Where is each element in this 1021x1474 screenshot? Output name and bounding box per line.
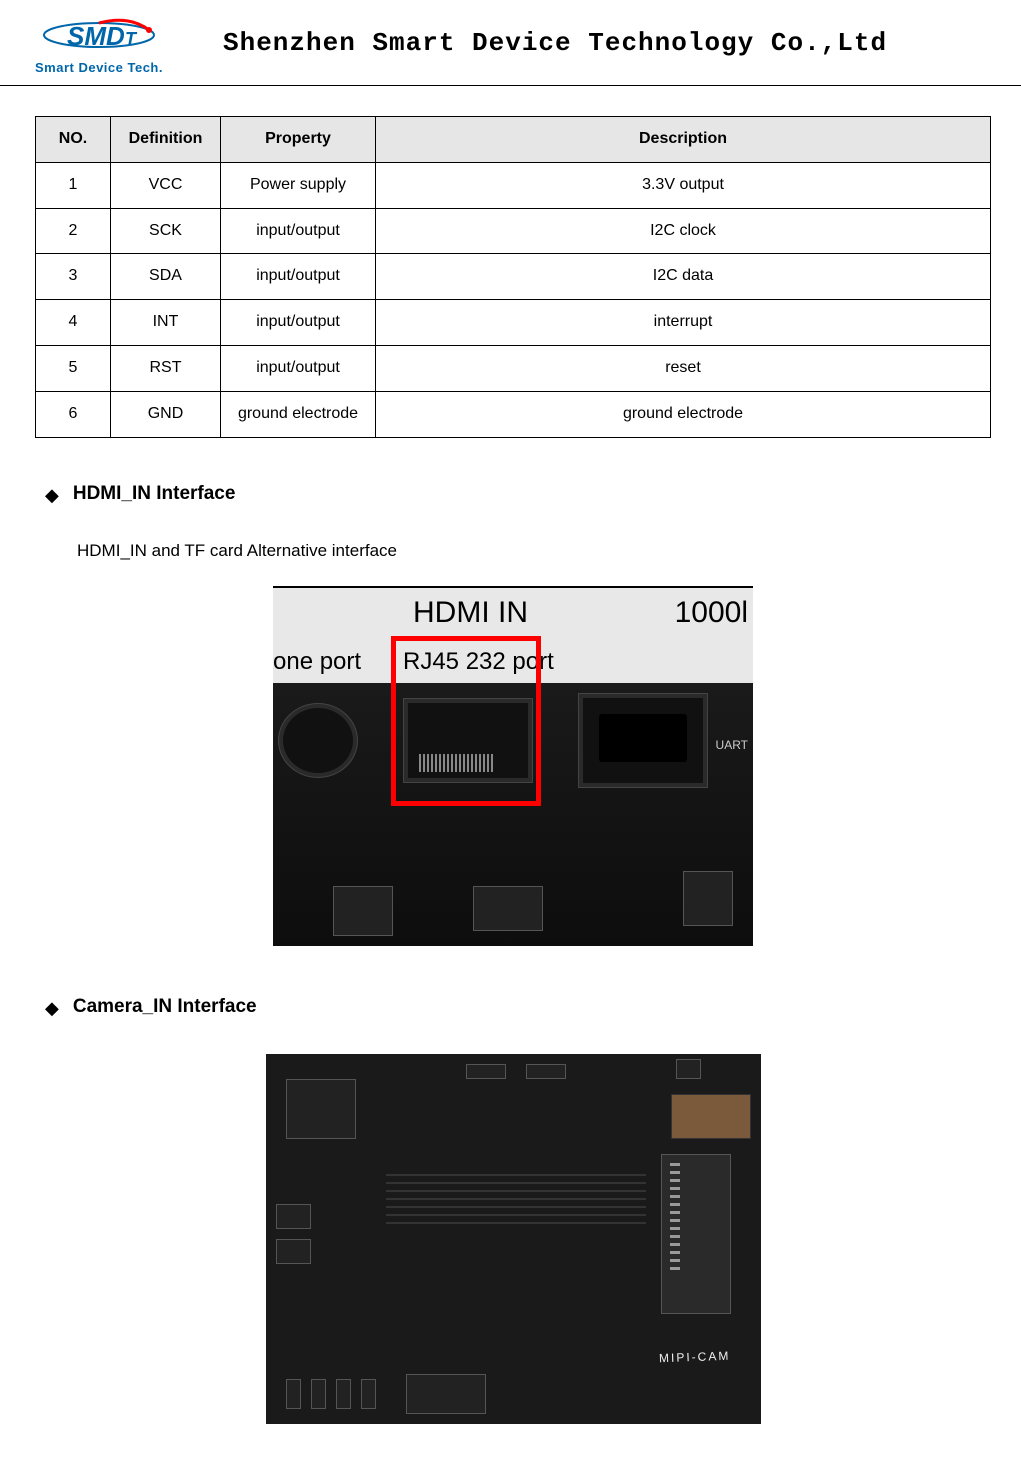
cell-def: SCK — [111, 208, 221, 254]
cell-desc: ground electrode — [376, 391, 991, 437]
table-row: 5 RST input/output reset — [36, 345, 991, 391]
chip — [286, 1079, 356, 1139]
logo-icon: SMD T — [39, 10, 159, 60]
svg-text:SMD: SMD — [67, 21, 125, 51]
hdmi-figure-canvas: HDMI IN 1000l one port RJ45 232 port — [273, 588, 753, 946]
cell-def: INT — [111, 300, 221, 346]
cell-desc: interrupt — [376, 300, 991, 346]
camera-figure: MIPI-CAM — [266, 1054, 761, 1424]
col-header-property: Property — [221, 117, 376, 163]
hdmi-figure: HDMI IN 1000l one port RJ45 232 port — [273, 586, 753, 946]
hdmi-subtext: HDMI_IN and TF card Alternative interfac… — [77, 541, 991, 561]
cell-no: 4 — [36, 300, 111, 346]
label-uart: UART — [716, 738, 748, 752]
table-row: 4 INT input/output interrupt — [36, 300, 991, 346]
logo: SMD T Smart Device Tech. — [35, 10, 163, 75]
cell-prop: input/output — [221, 300, 376, 346]
label-right-num: 1000l — [675, 596, 748, 630]
hdmi-highlight-box — [391, 636, 541, 806]
company-title: Shenzhen Smart Device Technology Co.,Ltd — [223, 28, 887, 58]
camera-figure-canvas: MIPI-CAM — [266, 1054, 761, 1424]
bullet-icon: ◆ — [45, 485, 59, 506]
camera-title: Camera_IN Interface — [73, 996, 257, 1018]
cell-prop: ground electrode — [221, 391, 376, 437]
table-header-row: NO. Definition Property Description — [36, 117, 991, 163]
cell-no: 6 — [36, 391, 111, 437]
cell-prop: input/output — [221, 208, 376, 254]
cell-prop: input/output — [221, 254, 376, 300]
page-header: SMD T Smart Device Tech. Shenzhen Smart … — [0, 0, 1021, 86]
svg-text:T: T — [125, 29, 138, 49]
chip — [526, 1064, 566, 1079]
cell-desc: 3.3V output — [376, 162, 991, 208]
col-header-description: Description — [376, 117, 991, 163]
cell-desc: I2C data — [376, 254, 991, 300]
table-row: 1 VCC Power supply 3.3V output — [36, 162, 991, 208]
table-row: 2 SCK input/output I2C clock — [36, 208, 991, 254]
pinout-table: NO. Definition Property Description 1 VC… — [35, 116, 991, 438]
chip — [676, 1059, 701, 1079]
cell-no: 3 — [36, 254, 111, 300]
col-header-no: NO. — [36, 117, 111, 163]
table-row: 6 GND ground electrode ground electrode — [36, 391, 991, 437]
cell-def: RST — [111, 345, 221, 391]
cell-def: VCC — [111, 162, 221, 208]
mipi-connector — [661, 1154, 731, 1314]
label-left-port: one port — [273, 648, 361, 676]
cell-prop: Power supply — [221, 162, 376, 208]
cell-prop: input/output — [221, 345, 376, 391]
table-row: 3 SDA input/output I2C data — [36, 254, 991, 300]
cell-no: 2 — [36, 208, 111, 254]
bullet-icon: ◆ — [45, 998, 59, 1019]
label-mipi-cam: MIPI-CAM — [659, 1348, 731, 1364]
fpc-connector — [671, 1094, 751, 1139]
phone-jack-port — [278, 703, 358, 778]
cell-def: GND — [111, 391, 221, 437]
label-hdmi-in: HDMI IN — [413, 596, 528, 630]
col-header-definition: Definition — [111, 117, 221, 163]
content-area: NO. Definition Property Description 1 VC… — [0, 116, 1021, 1424]
logo-tagline: Smart Device Tech. — [35, 60, 163, 75]
cell-desc: I2C clock — [376, 208, 991, 254]
camera-section-heading: ◆ Camera_IN Interface — [45, 996, 991, 1019]
cell-no: 1 — [36, 162, 111, 208]
cell-no: 5 — [36, 345, 111, 391]
hdmi-section-heading: ◆ HDMI_IN Interface — [45, 483, 991, 506]
cell-desc: reset — [376, 345, 991, 391]
chip — [466, 1064, 506, 1079]
hdmi-title: HDMI_IN Interface — [73, 483, 236, 505]
cell-def: SDA — [111, 254, 221, 300]
rj45-port — [578, 693, 708, 788]
